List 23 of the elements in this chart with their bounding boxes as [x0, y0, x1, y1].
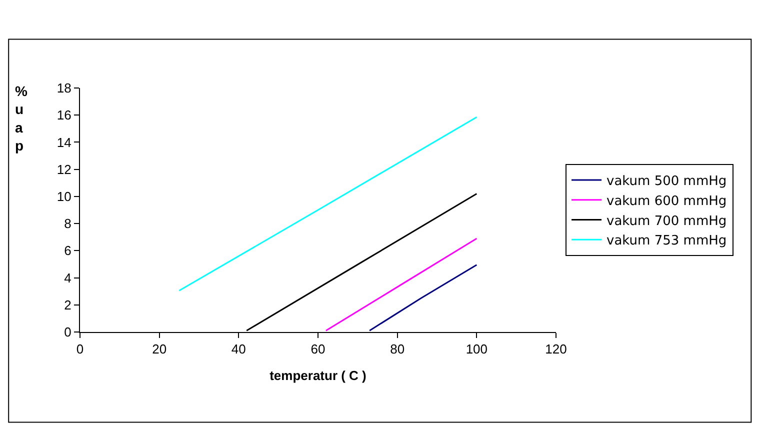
y-tick-label: 10 — [56, 188, 72, 204]
y-tick-label: 2 — [64, 297, 72, 312]
x-tick-label: 100 — [466, 342, 488, 357]
legend-label: vakum 600 mmHg — [606, 194, 727, 209]
x-tick-label: 20 — [152, 342, 167, 357]
legend-label: vakum 753 mmHg — [606, 234, 727, 249]
x-tick-label: 40 — [231, 342, 246, 357]
x-tick-label: 0 — [76, 342, 84, 357]
y-tick-label: 16 — [56, 108, 72, 123]
y-tick-label: 14 — [56, 134, 72, 150]
y-tick-label: 12 — [56, 162, 72, 177]
x-axis-title: temperatur ( C ) — [270, 368, 366, 384]
y-tick-label: 4 — [64, 270, 72, 286]
y-tick-label: 18 — [56, 80, 72, 96]
y-tick-label: 6 — [64, 243, 72, 258]
y-tick-label: 0 — [64, 324, 72, 340]
x-tick-label: 80 — [390, 342, 405, 357]
x-tick-label: 120 — [545, 342, 567, 357]
x-tick-label: 60 — [310, 342, 326, 357]
legend-label: vakum 500 mmHg — [606, 174, 727, 190]
legend-label: vakum 700 mmHg — [606, 214, 727, 229]
y-axis-title: %uap — [15, 83, 28, 154]
y-tick-label: 8 — [64, 216, 72, 232]
